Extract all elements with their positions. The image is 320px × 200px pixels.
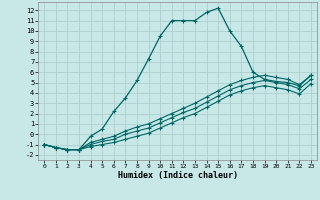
X-axis label: Humidex (Indice chaleur): Humidex (Indice chaleur) <box>118 171 238 180</box>
